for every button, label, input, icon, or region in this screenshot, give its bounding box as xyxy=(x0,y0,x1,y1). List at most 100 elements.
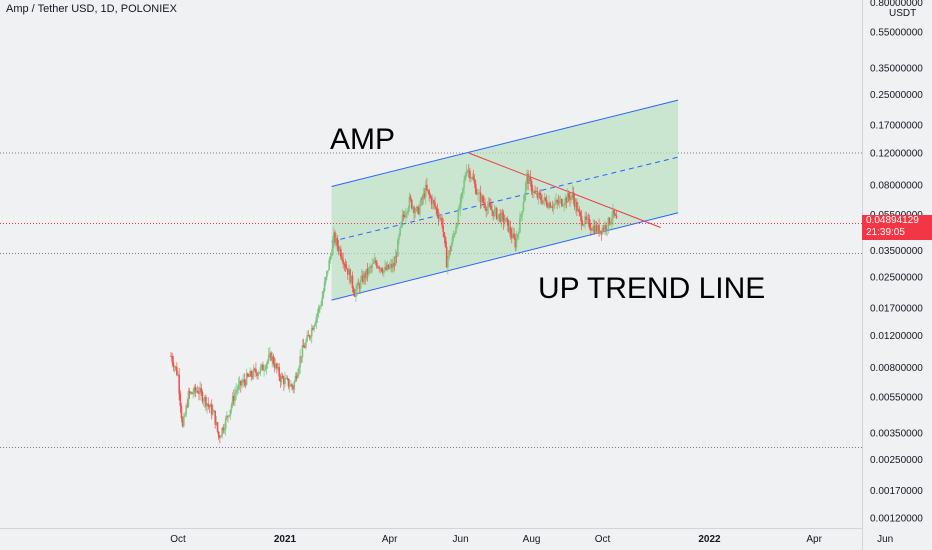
candle-body-103 xyxy=(290,384,292,387)
candle-body-20 xyxy=(193,386,196,394)
candle-body-207 xyxy=(410,199,413,209)
candle-body-367 xyxy=(597,224,599,232)
candle-body-89 xyxy=(273,363,276,368)
candle-body-11 xyxy=(183,416,185,427)
price-tick-6: 0.08000000 xyxy=(870,180,923,191)
candle-body-305 xyxy=(524,182,527,195)
candle-body-287 xyxy=(504,221,506,223)
candle-body-154 xyxy=(349,269,351,283)
candle-body-267 xyxy=(480,196,483,203)
candle-body-364 xyxy=(593,225,596,233)
candle-body-380 xyxy=(612,208,614,219)
candle-body-334 xyxy=(558,200,561,204)
candle-body-174 xyxy=(372,263,375,264)
candle-body-288 xyxy=(505,217,507,222)
candle-body-246 xyxy=(456,224,458,228)
candle-body-86 xyxy=(270,352,272,361)
price-tick-15: 0.00250000 xyxy=(870,455,923,466)
candle-body-19 xyxy=(192,393,194,395)
candle-body-278 xyxy=(493,209,496,217)
candle-body-22 xyxy=(195,391,198,392)
candle-body-250 xyxy=(460,192,463,198)
candle-body-75 xyxy=(257,373,260,376)
candle-body-206 xyxy=(409,196,412,200)
candle-body-96 xyxy=(281,375,284,379)
candle-body-312 xyxy=(533,191,535,193)
candle-body-136 xyxy=(328,259,330,271)
candle-body-285 xyxy=(501,212,504,215)
candle-body-335 xyxy=(559,198,562,201)
price-tick-1: 0.55000000 xyxy=(870,28,923,39)
candle-body-261 xyxy=(473,180,476,184)
candle-body-253 xyxy=(464,176,467,181)
candle-body-49 xyxy=(227,415,229,417)
candle-body-214 xyxy=(419,205,421,215)
candle-body-88 xyxy=(272,356,275,364)
candle-body-298 xyxy=(516,234,519,238)
candle-body-43 xyxy=(220,435,222,438)
candle-body-115 xyxy=(303,347,306,349)
candle-body-67 xyxy=(248,376,250,377)
candle-body-331 xyxy=(555,200,557,204)
candle-body-202 xyxy=(405,213,407,218)
candle-body-167 xyxy=(364,273,367,278)
candle-body-72 xyxy=(253,368,256,370)
channel-fill xyxy=(331,100,679,301)
candle-body-362 xyxy=(591,229,593,231)
currency-label: USDT xyxy=(889,8,917,19)
candle-body-315 xyxy=(536,192,539,198)
candle-body-146 xyxy=(340,248,342,257)
candle-body-178 xyxy=(377,267,379,268)
candle-body-241 xyxy=(450,244,453,252)
candle-body-344 xyxy=(570,195,572,200)
candle-body-235 xyxy=(443,232,446,238)
candle-body-221 xyxy=(427,189,429,192)
candle-body-58 xyxy=(237,384,240,390)
candle-body-247 xyxy=(457,208,460,225)
candle-body-242 xyxy=(451,237,454,245)
candle-body-163 xyxy=(359,279,362,289)
candle-body-193 xyxy=(394,256,397,267)
candle-body-87 xyxy=(271,356,274,361)
candle-body-209 xyxy=(413,207,415,214)
candle-body-102 xyxy=(288,386,291,388)
candle-body-368 xyxy=(598,224,600,234)
candle-body-100 xyxy=(286,377,289,379)
candle-body-179 xyxy=(378,267,381,270)
candle-body-54 xyxy=(233,395,235,402)
candle-body-322 xyxy=(544,197,547,201)
candle-body-3 xyxy=(173,366,176,368)
candle-body-97 xyxy=(283,378,285,385)
candle-body-127 xyxy=(317,307,320,313)
candle-body-286 xyxy=(502,214,505,223)
annotation-trend: UP TREND LINE xyxy=(538,272,765,305)
candle-body-257 xyxy=(469,170,471,179)
candle-body-378 xyxy=(609,222,612,225)
candle-body-164 xyxy=(360,275,363,280)
candle-body-370 xyxy=(600,230,603,234)
candle-body-271 xyxy=(485,208,488,212)
candle-body-376 xyxy=(607,217,610,230)
candle-body-48 xyxy=(226,415,228,419)
candle-body-70 xyxy=(251,376,254,378)
time-label-3: Jun xyxy=(453,534,469,545)
candle-body-44 xyxy=(221,427,223,436)
candle-body-112 xyxy=(300,356,303,358)
candle-body-4 xyxy=(174,366,177,368)
candle-body-324 xyxy=(547,205,549,208)
candle-body-245 xyxy=(455,227,457,234)
time-label-4: Aug xyxy=(523,534,541,545)
candle-body-317 xyxy=(538,192,541,196)
candle-body-233 xyxy=(441,217,443,226)
candle-body-263 xyxy=(476,193,478,195)
candle-body-325 xyxy=(548,202,550,208)
candle-body-304 xyxy=(523,194,526,203)
price-tick-3: 0.25000000 xyxy=(870,90,923,101)
price-tick-10: 0.01700000 xyxy=(870,303,923,314)
candle-body-121 xyxy=(310,328,313,337)
candle-body-62 xyxy=(242,379,244,384)
candle-body-280 xyxy=(495,208,498,219)
candle-body-39 xyxy=(215,422,218,425)
candle-body-361 xyxy=(590,228,592,230)
